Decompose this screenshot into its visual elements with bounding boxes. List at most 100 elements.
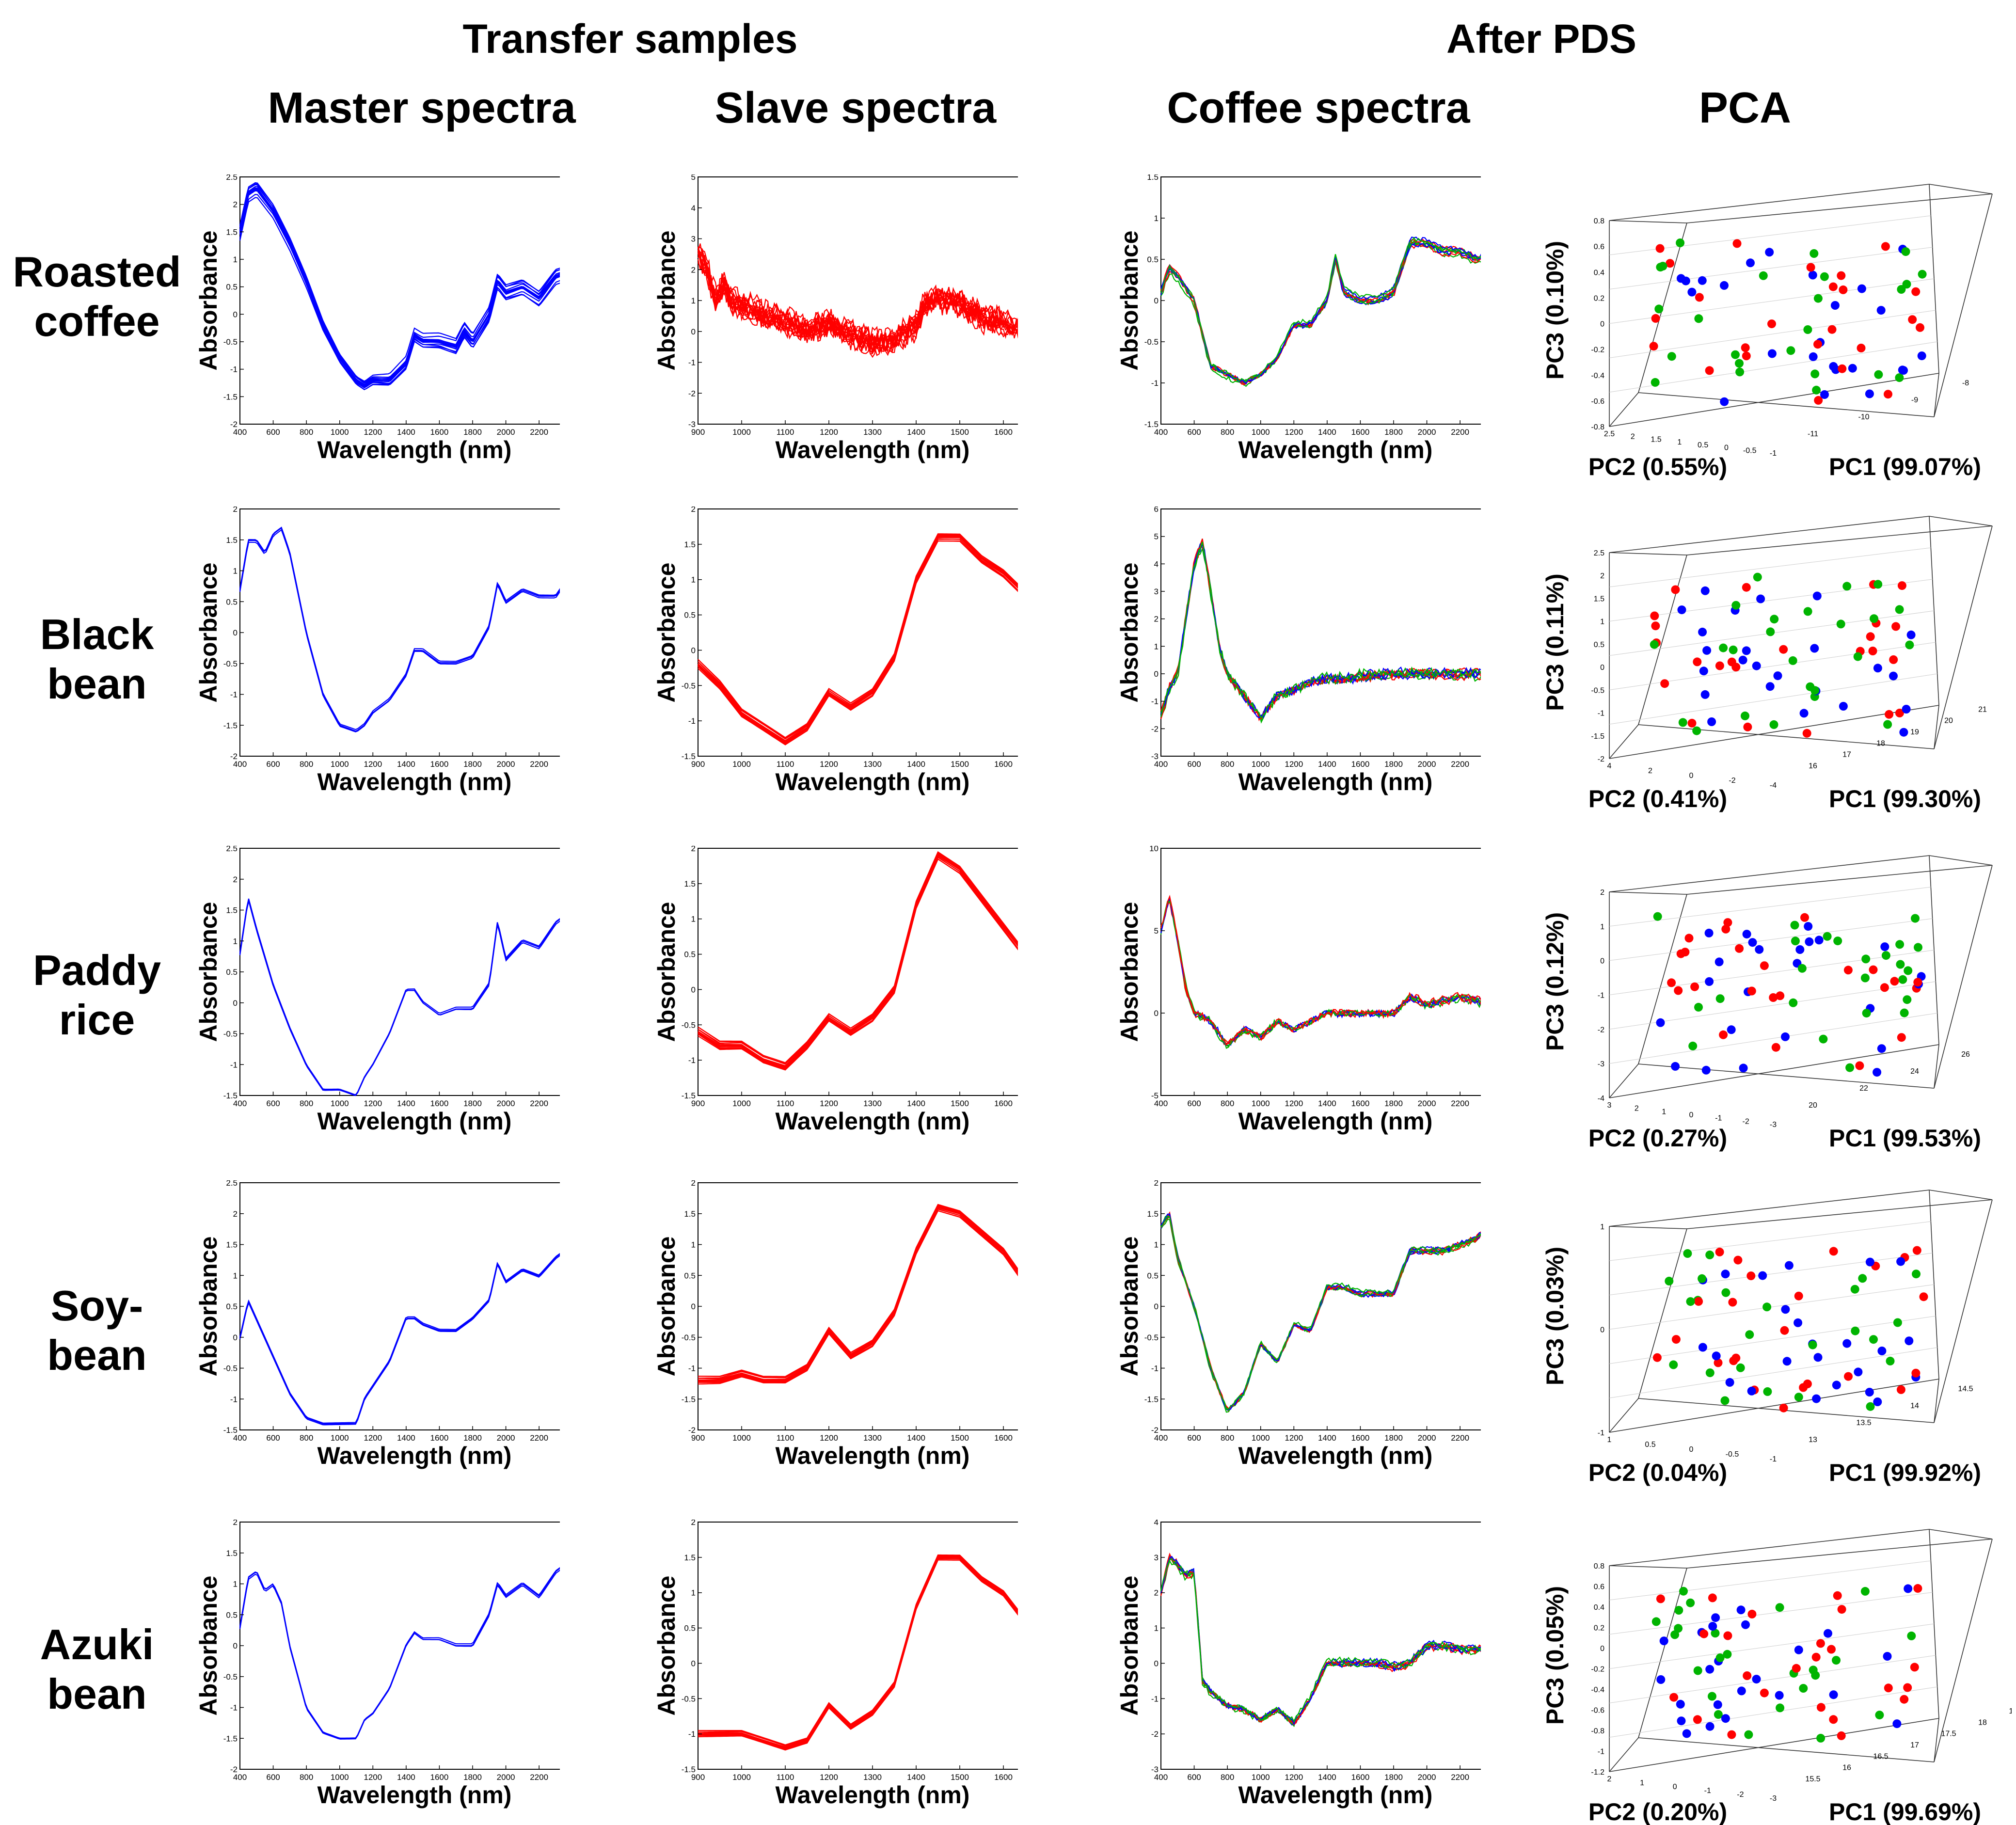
pca-point <box>1747 1609 1757 1619</box>
x-tick-label: 1000 <box>331 1773 349 1782</box>
pca-point <box>1725 1378 1734 1387</box>
pca-point <box>1693 1666 1702 1675</box>
pca-point <box>1794 1318 1803 1327</box>
pca-point <box>1712 1351 1721 1361</box>
pca-gridline <box>1609 278 1935 324</box>
pca-point <box>1833 1591 1842 1600</box>
y-tick-label: -0.5 <box>223 1030 238 1039</box>
pca-z-tick-label: -0.2 <box>1591 1666 1604 1674</box>
pca-point <box>1682 1729 1691 1738</box>
x-tick-label: 600 <box>266 760 280 769</box>
pca-y-tick-label: 2 <box>1648 767 1652 775</box>
pca-point <box>1897 285 1906 294</box>
pca-point <box>1893 1318 1902 1327</box>
pca-gridline <box>1609 310 1936 358</box>
pca-point <box>1742 351 1751 361</box>
pca-y-tick-label: -2 <box>1743 1117 1749 1126</box>
pca-point <box>1728 1298 1737 1307</box>
x-tick-label: 1200 <box>820 428 838 437</box>
pca-point <box>1827 1645 1836 1654</box>
pca-box-edge <box>1609 891 1687 895</box>
pca-y-tick-label: -1 <box>1770 1455 1777 1463</box>
y-tick-label: 2.5 <box>226 1180 238 1188</box>
spectrum-line <box>698 1210 1018 1382</box>
x-tick-label: 1300 <box>863 1099 882 1108</box>
pca-point <box>1721 924 1730 934</box>
y-tick-label: -1.5 <box>223 1091 238 1100</box>
pca-point <box>1683 1249 1692 1258</box>
pca-point <box>1903 995 1912 1004</box>
pca-point <box>1868 647 1877 655</box>
pca-z-tick-label: 0 <box>1600 957 1604 966</box>
y-tick-label: 1.5 <box>226 227 238 237</box>
pca-point <box>1902 280 1911 289</box>
pca-box-edge <box>1609 1044 1939 1098</box>
pca-point <box>1745 1330 1754 1339</box>
x-tick-label: 1200 <box>820 1099 838 1108</box>
y-tick-label: 3 <box>1154 587 1159 596</box>
x-tick-label: 1100 <box>777 1773 794 1782</box>
x-tick-label: 1200 <box>364 428 382 437</box>
y-tick-label: -1.5 <box>223 1426 238 1435</box>
spectrum-line <box>698 1555 1018 1748</box>
pca-x-tick-label: 24 <box>1910 1067 1919 1076</box>
pca-point <box>1897 1033 1906 1042</box>
pca-box-edge <box>1638 1228 1687 1399</box>
pca-point <box>1651 378 1660 387</box>
x-tick-label: 900 <box>691 428 705 437</box>
spectrum-line <box>239 1253 560 1424</box>
pca-z-tick-label: 0.5 <box>1594 641 1604 649</box>
plot-frame <box>239 176 560 425</box>
pca-point <box>1760 1688 1769 1698</box>
pca-z-tick-label: -0.5 <box>1591 686 1604 695</box>
pca-point <box>1727 657 1736 667</box>
pca-x-tick-label: 22 <box>1859 1084 1868 1093</box>
pca-point <box>1667 352 1676 361</box>
spectrum-line <box>239 188 560 386</box>
pca-y-tick-label: 2.5 <box>1604 430 1615 438</box>
pca-point <box>1702 646 1712 655</box>
pca-point <box>1669 1693 1679 1702</box>
x-tick-label: 1300 <box>863 1773 882 1782</box>
pca-point <box>1656 1594 1665 1603</box>
pca-box-edge <box>1934 1199 1993 1423</box>
header-slave-spectra: Slave spectra <box>714 84 997 132</box>
pca-y-tick-label: 3 <box>1607 1101 1612 1110</box>
pca-point <box>1880 942 1889 952</box>
pca-point <box>1828 282 1838 291</box>
pca-point <box>1906 630 1916 639</box>
y-tick-label: 4 <box>1154 559 1159 569</box>
plot-frame <box>1160 508 1481 757</box>
pca-y-tick-label: 1 <box>1607 1436 1612 1444</box>
pca-point <box>1812 385 1821 395</box>
pca-box-edge <box>1609 516 1930 553</box>
pca-point <box>1779 1403 1788 1412</box>
pca-point <box>1838 364 1847 373</box>
x-tick-label: 2200 <box>530 1773 548 1782</box>
pca-point <box>1677 605 1686 615</box>
spectrum-line <box>1160 901 1481 1047</box>
pca-point <box>1739 1063 1748 1073</box>
pca-point <box>1735 367 1745 377</box>
pca-point <box>1912 1246 1921 1255</box>
y-tick-label: 1.5 <box>684 1209 696 1219</box>
x-tick-label: 1000 <box>1252 1433 1270 1443</box>
pca-point <box>1650 611 1659 620</box>
pca-point <box>1727 1025 1736 1034</box>
pca-point <box>1875 1711 1884 1720</box>
pca-pc3-label: PC3 (0.05%) <box>1541 1586 1569 1725</box>
spectrum-line <box>1160 1213 1481 1411</box>
pca-pc2-label: PC2 (0.20%) <box>1588 1798 1727 1825</box>
pca-point <box>1720 397 1729 406</box>
pca-box-edge <box>1686 865 1993 895</box>
coffee-spectrum-chart: 4006008001000120014001600180020002200240… <box>1116 1180 1481 1469</box>
spectrum-line <box>698 854 1018 1065</box>
pca-point <box>1735 359 1744 368</box>
pca-point <box>1652 1353 1662 1362</box>
x-tick-label: 400 <box>233 428 247 437</box>
pca-point <box>1708 1593 1717 1603</box>
pca-y-tick-label: -2 <box>1737 1791 1744 1799</box>
spectrum-line <box>698 857 1018 1071</box>
pca-y-tick-label: 0 <box>1689 1111 1694 1119</box>
